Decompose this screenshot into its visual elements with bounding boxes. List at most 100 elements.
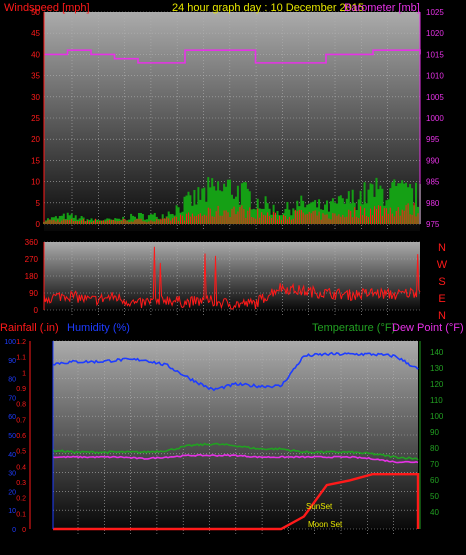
wind-x-tick-label: 09 [199, 230, 208, 239]
rain-tick-label: 1.2 [16, 339, 26, 346]
baro-tick-label: 1025 [426, 8, 444, 17]
rain-x-tick-label: 13 [258, 539, 267, 548]
wind-x-tick-labels: 23 01 03 05 07 09 11 13 15 17 19 21 23 [68, 230, 393, 239]
wind-x-tick-label: 01 [94, 230, 103, 239]
wind-x-tick-label: 21 [357, 230, 366, 239]
wind-x-tick-label: 11 [226, 230, 235, 239]
direction-x-tick-label: 07 [173, 315, 182, 324]
baro-tick-label: 990 [426, 156, 440, 165]
direction-x-tick-label: 09 [199, 315, 208, 324]
humidity-tick-label: 40 [8, 452, 16, 459]
wind-series-group [43, 49, 421, 224]
wind-tick-label: 10 [31, 178, 40, 187]
rain-x-tick-label: 03 [126, 539, 135, 548]
wind-tick-label: 50 [31, 8, 40, 17]
wind-tick-label: 40 [31, 50, 40, 59]
dewpoint-ylabel: Dew Point (°F) [392, 322, 464, 334]
direction-series-group [43, 246, 421, 310]
compass-label: S [438, 276, 445, 288]
humidity-ylabel: Humidity (%) [67, 322, 130, 334]
humidity-tick-label: 30 [8, 471, 16, 478]
direction-x-tick-label: 19 [331, 315, 340, 324]
baro-tick-label: 995 [426, 135, 440, 144]
rain-ylabel: Rainfall (.in) [0, 322, 59, 334]
direction-tick-label: 180 [25, 272, 39, 281]
direction-x-tick-label: 11 [226, 315, 235, 324]
temp-tick-label: 50 [430, 492, 439, 501]
humidity-tick-label: 80 [8, 377, 16, 384]
temp-tick-label: 140 [430, 348, 444, 357]
rain-tick-label: 1 [22, 370, 26, 377]
wind-tick-label: 25 [31, 114, 40, 123]
baro-right-tick-labels: 1025 1020 1015 1010 1005 1000 995 990 985 980 975 [426, 8, 444, 229]
wind-x-tick-label: 05 [146, 230, 155, 239]
wind-ylabel: Windspeed [mph] [4, 2, 90, 14]
wind-gridlines [44, 11, 420, 231]
wind-plot-area [44, 12, 420, 231]
direction-x-tick-labels: 23 01 03 05 07 09 11 13 15 17 19 21 23 [68, 315, 393, 324]
baro-tick-label: 1000 [426, 114, 444, 123]
direction-tick-label: 360 [25, 238, 39, 247]
direction-plot-area [44, 242, 420, 310]
direction-x-tick-label: 23 [383, 315, 392, 324]
compass-label: E [438, 293, 445, 305]
direction-x-tick-label: 01 [94, 315, 103, 324]
rain-tick-label: 0.2 [16, 496, 26, 503]
direction-tick-label: 90 [29, 289, 38, 298]
rain-x-tick-label: 05 [152, 539, 161, 548]
wind-tick-label: 35 [31, 72, 40, 81]
compass-label: W [437, 259, 448, 271]
humidity-tick-label: 70 [8, 395, 16, 402]
dewpoint-series [52, 454, 419, 464]
rain-gridlines [53, 340, 418, 536]
compass-label: N [438, 242, 446, 254]
direction-x-tick-label: 23 [68, 315, 77, 324]
sun-moon-annotations: SunSet Moon Set [306, 502, 343, 529]
rain-tick-label: 0.4 [16, 464, 26, 471]
humidity-tick-label: 0 [12, 527, 16, 534]
humidity-tick-label: 20 [8, 489, 16, 496]
temp-tick-label: 60 [430, 476, 439, 485]
humidity-tick-label: 90 [8, 358, 16, 365]
moonset-label: Moon Set [308, 520, 343, 529]
humidity-tick-label: 100 [4, 339, 16, 346]
rain-tick-label: 1.1 [16, 355, 26, 362]
baro-tick-label: 1010 [426, 72, 444, 81]
rain-series-group [52, 351, 420, 531]
humidity-tick-label: 50 [8, 433, 16, 440]
temp-tick-label: 90 [430, 428, 439, 437]
wind-x-tick-label: 23 [383, 230, 392, 239]
direction-gridlines [44, 241, 420, 317]
temp-tick-label: 70 [430, 460, 439, 469]
baro-tick-label: 985 [426, 178, 440, 187]
rain-tick-label: 0.5 [16, 449, 26, 456]
wind-tick-label: 45 [31, 29, 40, 38]
rain-x-tick-label: 09 [205, 539, 214, 548]
compass-label: N [438, 310, 446, 322]
wind-x-tick-label: 19 [331, 230, 340, 239]
baro-tick-label: 980 [426, 199, 440, 208]
baro-ylabel: Barometer [mb] [344, 2, 420, 14]
baro-tick-label: 1020 [426, 29, 444, 38]
rain-tick-label: 0.3 [16, 480, 26, 487]
humidity-series [52, 351, 419, 392]
direction-series [43, 246, 421, 310]
direction-x-tick-label: 13 [252, 315, 261, 324]
wind-x-tick-label: 17 [304, 230, 313, 239]
baro-tick-label: 1005 [426, 93, 444, 102]
rain-x-tick-labels: 23 01 03 05 07 09 11 13 15 17 19 21 23 [74, 539, 399, 548]
temp-tick-label: 120 [430, 380, 444, 389]
temp-tick-label: 110 [430, 396, 443, 405]
wind-tick-label: 5 [36, 199, 41, 208]
wind-tick-label: 20 [31, 135, 40, 144]
direction-left-tick-labels: 360 270 180 90 0 [25, 238, 39, 315]
wind-x-tick-label: 07 [173, 230, 182, 239]
wind-tick-label: 30 [31, 93, 40, 102]
rain-humidity-temp-panel: 1.21.110.90.80.70.60.50.40.30.20.10 1009… [0, 322, 464, 548]
temp-tick-label: 40 [430, 508, 439, 517]
